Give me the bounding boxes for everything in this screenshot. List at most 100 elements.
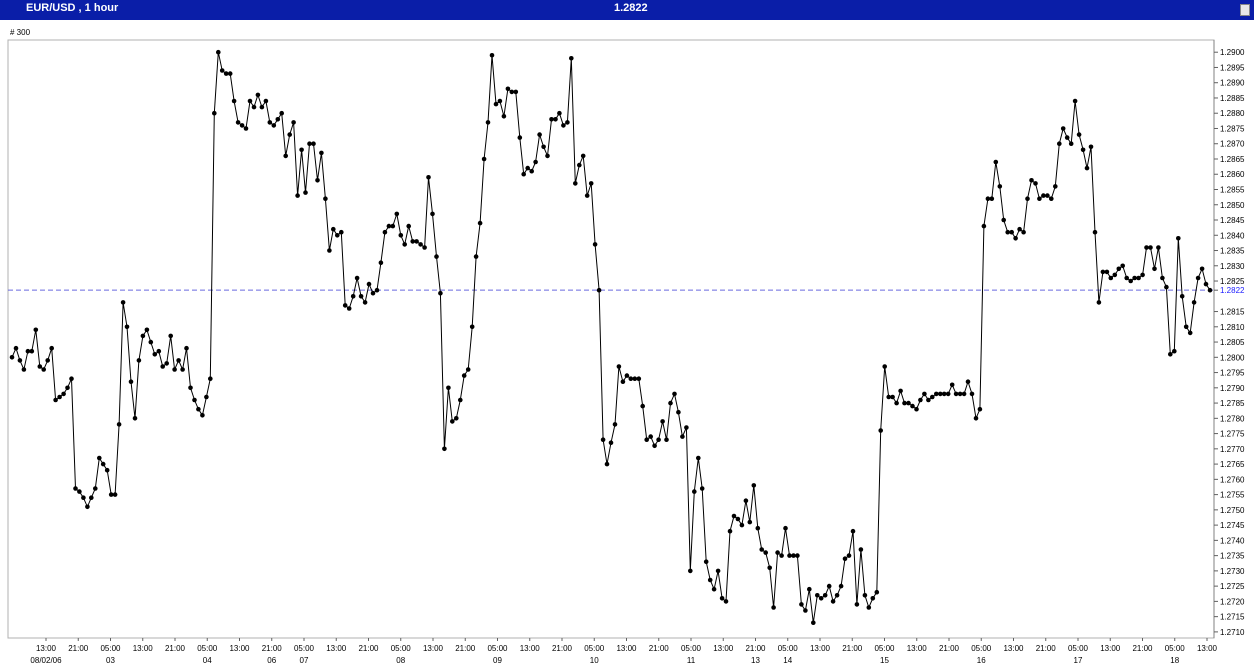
price-point [108, 492, 114, 497]
price-point [997, 184, 1003, 189]
price-point [227, 71, 233, 76]
price-point [878, 428, 883, 433]
price-point [616, 364, 622, 369]
price-point [1164, 284, 1169, 290]
price-point [969, 391, 975, 397]
price-point [648, 434, 653, 439]
price-point [584, 193, 590, 198]
price-point [902, 400, 907, 406]
price-point [485, 120, 491, 125]
x-date-label: 08/02/06 [30, 656, 62, 665]
price-point [144, 327, 150, 333]
price-point [140, 333, 146, 339]
price-point [803, 608, 808, 613]
x-tick-label: 21:00 [358, 644, 379, 653]
price-point [569, 56, 574, 61]
price-point [953, 391, 959, 397]
price-point [1072, 98, 1078, 104]
price-point [57, 394, 62, 400]
price-point [513, 89, 519, 95]
price-point [477, 220, 483, 226]
x-axis: 13:00 21:00 05:00 13:00 21:00 05:00 13:00 21:00… [30, 638, 1218, 665]
price-point [216, 49, 221, 55]
price-point [1168, 352, 1173, 357]
price-point [1132, 275, 1137, 281]
price-point [692, 489, 697, 494]
price-point [120, 300, 126, 305]
price-point [184, 345, 189, 351]
y-tick-label: 1.2710 [1220, 628, 1245, 637]
price-point [600, 437, 606, 443]
x-tick-label: 05:00 [874, 644, 895, 653]
price-point [192, 397, 197, 403]
price-point [390, 223, 396, 229]
title-bar: EUR/USD , 1 hour 1.2822 [0, 0, 1254, 20]
price-point [283, 153, 289, 159]
price-point [731, 513, 737, 519]
y-tick-label: 1.2845 [1220, 216, 1245, 225]
restore-icon[interactable] [1240, 4, 1250, 16]
price-point [497, 98, 503, 104]
price-point [1037, 196, 1042, 201]
price-point [136, 358, 142, 363]
chart-title: EUR/USD , 1 hour [26, 2, 119, 14]
price-point [61, 391, 66, 397]
y-tick-label: 1.2800 [1220, 353, 1245, 362]
price-point [17, 358, 23, 363]
price-point [200, 413, 205, 418]
y-tick-label: 1.2875 [1220, 124, 1245, 133]
price-point [707, 577, 713, 583]
price-point [961, 391, 967, 397]
x-date-label: 03 [106, 656, 115, 665]
price-point [767, 565, 772, 571]
x-date-label: 11 [687, 656, 696, 665]
price-point [219, 68, 225, 73]
price-point [660, 419, 665, 424]
price-point [275, 117, 281, 122]
price-point [656, 437, 661, 443]
x-tick-label: 13:00 [133, 644, 154, 653]
price-point [168, 333, 173, 339]
price-point [386, 223, 392, 229]
price-point [450, 419, 455, 424]
x-tick-label: 13:00 [423, 644, 444, 653]
price-point [1057, 141, 1062, 146]
price-point [1029, 178, 1034, 183]
price-point [588, 181, 594, 186]
price-point [1013, 236, 1018, 241]
price-point [370, 290, 376, 296]
price-point [815, 593, 820, 598]
price-point [676, 409, 681, 415]
price-point [517, 135, 523, 140]
price-point [941, 391, 947, 397]
price-point [1156, 245, 1161, 250]
price-point [13, 345, 19, 351]
y-tick-label: 1.2765 [1220, 460, 1245, 469]
x-tick-label: 05:00 [487, 644, 508, 653]
y-tick-label: 1.2825 [1220, 277, 1245, 286]
price-point [537, 132, 542, 137]
price-point [561, 123, 566, 128]
price-point [398, 233, 404, 238]
price-point [557, 110, 562, 116]
y-tick-label: 1.2865 [1220, 155, 1245, 164]
price-point [458, 397, 463, 403]
price-point [243, 126, 249, 131]
price-point [188, 385, 193, 391]
price-point [771, 605, 776, 610]
price-point [438, 290, 443, 296]
price-point [914, 406, 919, 412]
price-point [688, 568, 693, 574]
price-point [382, 229, 388, 235]
y-tick-label: 1.2770 [1220, 445, 1245, 454]
price-point [65, 385, 70, 391]
price-point [100, 461, 106, 467]
x-tick-label: 13:00 [1197, 644, 1218, 653]
price-point [918, 397, 923, 403]
price-point [684, 425, 689, 430]
price-point [180, 367, 185, 372]
price-points [9, 49, 1213, 625]
price-point [989, 196, 995, 201]
price-point [719, 596, 725, 601]
